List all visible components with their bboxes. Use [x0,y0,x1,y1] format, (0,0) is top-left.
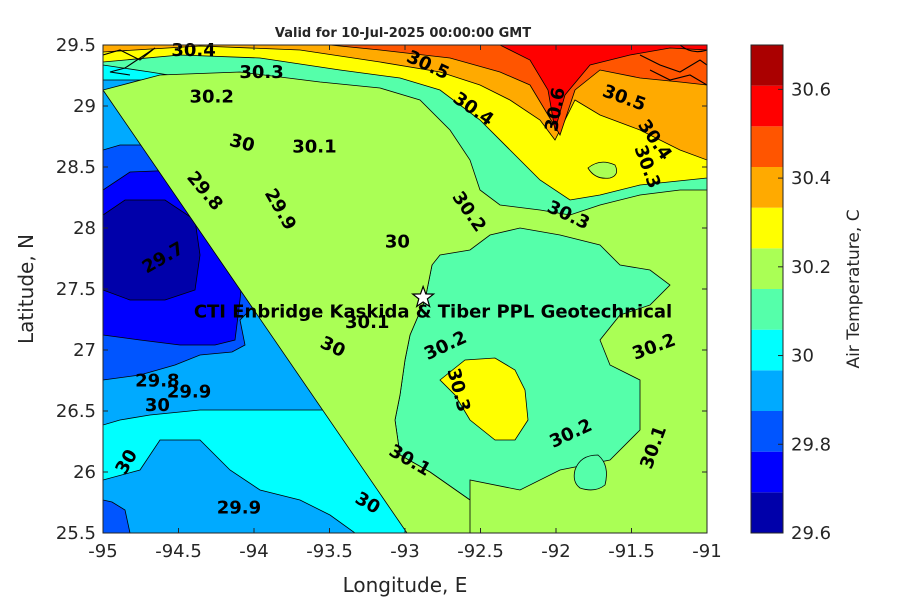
colorbar-tick-label: 30.6 [791,79,831,100]
x-tick-label: -94.5 [155,541,202,562]
fill-30.2-south-island [439,357,529,441]
fill-29.65-region [103,199,201,301]
x-tick-label: -93 [390,541,419,562]
fill-30.2-band [103,71,707,533]
fill-29.9-south [103,439,356,533]
y-tick-label: 29 [73,96,96,117]
colorbar-label: Air Temperature, C [844,209,864,368]
y-tick-label: 27 [73,340,96,361]
y-tick-label: 25.5 [56,523,96,544]
colorbar-tick-label: 30.4 [791,168,831,189]
contour-label: 29.8 [135,371,179,392]
colorbar-tick-label: 29.8 [791,434,831,455]
colorbar-ticks: 29.6 29.8 30 30.2 30.4 30.6 [778,79,831,544]
colorbar-band [751,167,783,208]
colorbar-band [751,329,783,371]
x-tick-label: -91.5 [608,541,655,562]
colorbar-band [751,126,783,167]
y-tick-label: 26 [73,462,96,483]
fill-30.5-band [329,45,707,136]
fill-northeast-cyan-island [587,161,618,179]
contour-label: 29.9 [217,498,261,519]
x-tick-label: -93.5 [306,541,353,562]
contour-label: 30.4 [171,40,215,61]
x-tick-label: -91 [692,541,721,562]
contour-label: 30.2 [190,86,234,107]
contour-fills [103,45,707,533]
colorbar-band [751,289,783,330]
colorbar-band [751,248,783,289]
fill-29.8-south [103,499,131,533]
colorbar-band [751,207,783,249]
coastline [103,45,707,86]
colorbar-tick-label: 30.2 [791,257,831,278]
contour-label: 30.1 [345,312,389,333]
colorbar [750,44,784,534]
colorbar-band [751,411,783,452]
colorbar-frame [750,44,784,534]
y-tick-label: 27.5 [56,279,96,300]
colorbar-band [751,45,783,86]
contour-label: 30 [145,395,170,416]
contour-label: 30.1 [292,136,336,157]
contour-label: 29.9 [167,382,211,403]
site-marker-label: CTI Enbridge Kaskida & Tiber PPL Geotech… [194,302,672,323]
y-tick-label: 29.5 [56,35,96,56]
colorbar-band [751,370,783,411]
x-tick-label: -92.5 [457,541,504,562]
y-axis-ticks: 25.5 26 26.5 27 27.5 28 28.5 29 29.5 [56,35,707,544]
site-marker-star-icon [411,284,436,308]
site-marker-layer: CTI Enbridge Kaskida & Tiber PPL Geotech… [194,284,672,323]
chart-title: Valid for 10-Jul-2025 00:00:00 GMT [275,26,531,41]
colorbar-tick-label: 29.6 [791,523,831,544]
fill-30.2-small-island [573,454,607,491]
x-tick-label: -94 [239,541,268,562]
y-axis-label: Latitude, N [14,234,38,344]
y-tick-label: 28.5 [56,157,96,178]
colorbar-band [751,85,783,127]
contour-label: 30.3 [239,62,283,83]
x-axis-label: Longitude, E [343,573,468,597]
y-tick-label: 28 [73,218,96,239]
fill-30.6-band [499,45,707,131]
contour-label: 30 [385,232,410,253]
y-tick-label: 26.5 [56,401,96,422]
x-tick-label: -95 [88,541,117,562]
colorbar-band [751,492,783,533]
colorbar-band [751,451,783,493]
colorbar-tick-label: 30 [791,346,814,367]
x-tick-label: -92 [541,541,570,562]
x-axis-ticks: -95 -94.5 -94 -93.5 -93 -92.5 -92 -91.5 -91 [88,45,722,562]
